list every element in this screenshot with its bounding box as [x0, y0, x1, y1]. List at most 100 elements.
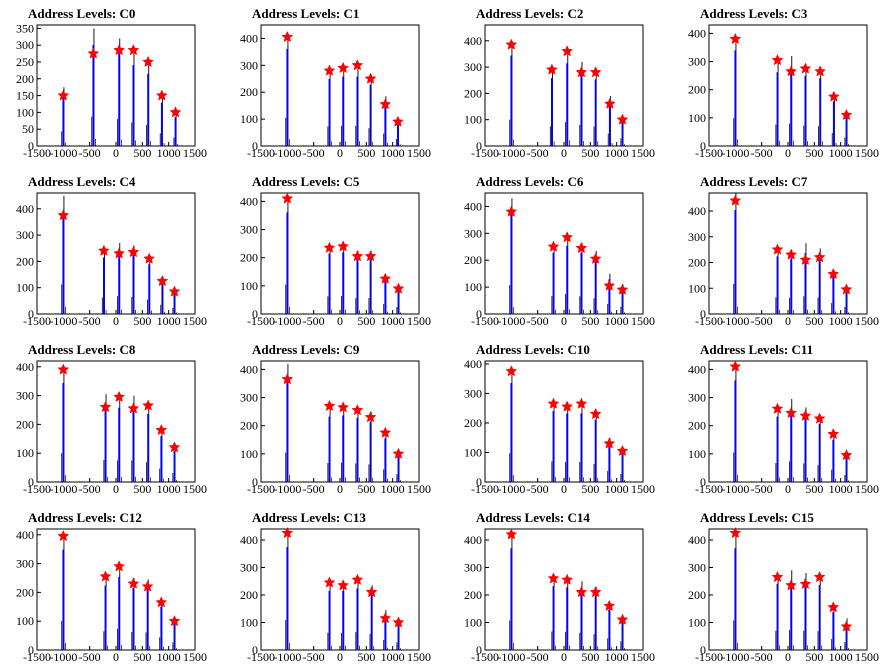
x-tick-label: -1500	[247, 314, 275, 328]
y-tick-label: 100	[688, 447, 706, 461]
x-tick-label: -500	[303, 650, 325, 664]
level-star-marker	[57, 529, 70, 542]
level-star-marker	[827, 90, 840, 102]
histogram-svg: Address Levels: C0 0 50 100 150 200 250 300 350 -…	[16, 6, 207, 160]
y-tick-label: 400	[240, 533, 258, 547]
y-tick-label: 100	[240, 616, 258, 630]
level-star-marker	[729, 526, 742, 539]
level-star-marker	[143, 252, 156, 264]
level-star-marker	[561, 231, 574, 243]
level-star-marker	[155, 89, 168, 101]
y-tick-label: 100	[16, 614, 34, 628]
x-tick-label: 0	[337, 482, 343, 496]
level-star-marker	[827, 267, 840, 280]
x-tick-label: 500	[133, 314, 151, 328]
x-tick-label: -1500	[247, 650, 275, 664]
y-tick-label: 200	[464, 86, 482, 100]
x-tick-label: 500	[805, 650, 823, 664]
y-tick-label: 400	[16, 360, 34, 374]
level-star-marker	[616, 283, 629, 295]
plot-frame	[484, 360, 644, 483]
level-star-marker	[337, 240, 350, 252]
x-tick-label: 1500	[855, 482, 879, 496]
y-tick-label: 100	[688, 111, 706, 125]
x-tick-label: -500	[751, 314, 773, 328]
x-tick-label: 1500	[183, 314, 207, 328]
y-tick-label: 200	[464, 588, 482, 602]
level-star-marker	[127, 402, 140, 414]
x-tick-label: -1000	[49, 314, 77, 328]
x-tick-label: 0	[561, 650, 567, 664]
histogram-panel: Address Levels: C15 0 100 200 300 400 -1500 -10…	[672, 504, 896, 672]
level-star-marker	[813, 570, 826, 583]
level-star-marker	[589, 407, 602, 420]
x-tick-label: -500	[751, 146, 773, 160]
x-tick-label: 0	[337, 314, 343, 328]
y-tick-label: 300	[16, 557, 34, 571]
level-star-marker	[771, 53, 784, 66]
panel-title: Address Levels: C12	[28, 510, 142, 525]
x-tick-label: -500	[303, 146, 325, 160]
histogram-panel: Address Levels: C4 0 100 200 300 400 -1500 -100…	[0, 168, 224, 336]
y-tick-label: 300	[688, 230, 706, 244]
level-star-marker	[323, 576, 336, 588]
histogram-panel: Address Levels: C6 0 100 200 300 400 -1500 -100…	[448, 168, 672, 336]
level-star-marker	[365, 586, 378, 598]
level-star-marker	[814, 65, 827, 77]
x-tick-label: -1500	[471, 482, 499, 496]
panel-title: Address Levels: C8	[28, 342, 136, 357]
histogram-svg: Address Levels: C6 0 100 200 300 400 -1500-100…	[464, 174, 655, 328]
y-tick-label: 100	[240, 279, 258, 293]
level-star-marker	[771, 402, 784, 414]
x-tick-label: 1500	[407, 314, 431, 328]
panel-title: Address Levels: C7	[700, 174, 808, 189]
x-tick-label: -500	[751, 650, 773, 664]
level-star-marker	[364, 72, 377, 84]
x-tick-label: -500	[303, 482, 325, 496]
level-star-marker	[141, 580, 154, 592]
x-tick-label: 0	[113, 146, 119, 160]
y-tick-label: 400	[16, 528, 34, 542]
x-tick-label: 1000	[381, 314, 405, 328]
level-star-marker	[813, 251, 826, 263]
panel-title: Address Levels: C14	[476, 510, 590, 525]
x-tick-label: -1500	[23, 482, 51, 496]
level-star-marker	[127, 577, 140, 589]
x-tick-label: 500	[133, 650, 151, 664]
y-tick-label: 400	[240, 362, 258, 376]
level-star-marker	[505, 205, 518, 217]
x-tick-label: 1500	[855, 650, 879, 664]
level-star-marker	[785, 248, 798, 260]
level-star-marker	[99, 400, 112, 413]
x-tick-label: -1500	[247, 146, 275, 160]
plot-frame	[36, 24, 196, 147]
panel-title: Address Levels: C1	[252, 6, 359, 21]
x-tick-label: -1000	[721, 146, 749, 160]
x-tick-label: -1500	[23, 146, 51, 160]
y-tick-label: 200	[16, 417, 34, 431]
x-tick-label: 1000	[829, 146, 853, 160]
x-tick-label: 0	[785, 314, 791, 328]
y-tick-label: 250	[16, 55, 34, 69]
x-tick-label: -1500	[23, 314, 51, 328]
y-tick-label: 400	[464, 357, 482, 371]
x-tick-label: -1000	[49, 482, 77, 496]
y-tick-label: 0	[476, 643, 482, 657]
y-tick-label: 200	[688, 256, 706, 270]
histogram-svg: Address Levels: C12 0 100 200 300 400 -1500-10…	[16, 510, 207, 664]
y-tick-label: 0	[700, 475, 706, 489]
y-tick-label: 300	[240, 223, 258, 237]
histogram-svg: Address Levels: C14 0 100 200 300 400 -1500-10…	[464, 510, 655, 664]
x-tick-label: -1500	[23, 650, 51, 664]
x-tick-label: -500	[79, 482, 101, 496]
x-tick-label: -1000	[49, 146, 77, 160]
plot-frame	[36, 528, 196, 651]
level-star-marker	[323, 399, 336, 412]
x-tick-label: -500	[527, 650, 549, 664]
y-tick-label: 300	[688, 561, 706, 575]
y-tick-label: 300	[16, 228, 34, 242]
x-tick-label: 1000	[157, 482, 181, 496]
level-star-marker	[351, 404, 364, 416]
level-star-marker	[113, 390, 126, 403]
